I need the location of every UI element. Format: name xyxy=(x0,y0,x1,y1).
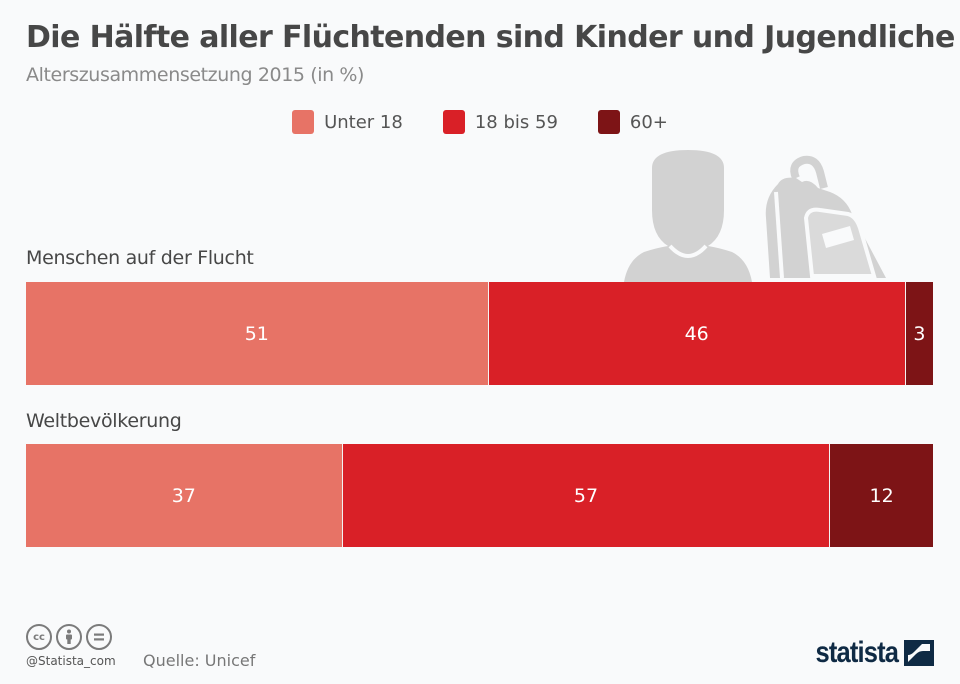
cc-icon: cc xyxy=(26,624,52,650)
data-label: 12 xyxy=(869,484,894,507)
backpack-icon xyxy=(765,155,886,279)
legend-label: Unter 18 xyxy=(324,111,403,133)
statista-wordmark: statista xyxy=(815,636,899,669)
data-label: 57 xyxy=(573,484,599,507)
data-label: 3 xyxy=(913,322,926,345)
statista-logo: statista xyxy=(801,636,934,670)
bar-segment-18-bis-59: 57 xyxy=(342,444,831,547)
legend-swatch xyxy=(442,110,465,134)
license-icons: cc xyxy=(26,624,112,650)
child-with-backpack-illustration xyxy=(624,150,886,282)
legend-item-60-plus: 60+ xyxy=(597,110,668,134)
legend: Unter 18 18 bis 59 60+ xyxy=(0,110,960,134)
chart-title: Die Hälfte aller Flüchtenden sind Kinder… xyxy=(26,20,955,55)
legend-label: 60+ xyxy=(629,111,668,133)
data-label: 46 xyxy=(684,322,709,345)
statista-handle: @Statista_com xyxy=(26,654,116,668)
attribution-icon xyxy=(56,624,82,650)
legend-item-under-18: Unter 18 xyxy=(292,110,403,134)
stacked-bar-menschen-auf-der-flucht: 51 46 3 xyxy=(26,282,933,385)
legend-swatch xyxy=(597,110,620,134)
legend-item-18-to-59: 18 bis 59 xyxy=(442,110,558,134)
source-note: Quelle: Unicef xyxy=(143,651,256,670)
bar-segment-60-: 3 xyxy=(905,282,933,385)
child-silhouette-icon xyxy=(624,150,752,282)
category-label-menschen-auf-der-flucht: Menschen auf der Flucht xyxy=(26,247,254,269)
no-derivatives-icon xyxy=(86,624,112,650)
statista-logo-icon xyxy=(904,640,934,666)
stacked-bar-weltbevoelkerung: 37 57 12 xyxy=(26,444,933,547)
category-label-weltbevoelkerung: Weltbevölkerung xyxy=(26,410,182,432)
chart-subtitle: Alterszusammensetzung 2015 (in %) xyxy=(26,64,365,86)
data-label: 37 xyxy=(171,484,196,507)
bar-segment-18-bis-59: 46 xyxy=(488,282,906,385)
bar-segment-unter-18: 51 xyxy=(26,282,489,385)
legend-label: 18 bis 59 xyxy=(474,111,558,133)
legend-swatch xyxy=(292,110,315,134)
data-label: 51 xyxy=(244,322,269,345)
bar-segment-unter-18: 37 xyxy=(26,444,343,547)
bar-segment-60-: 12 xyxy=(830,444,933,547)
